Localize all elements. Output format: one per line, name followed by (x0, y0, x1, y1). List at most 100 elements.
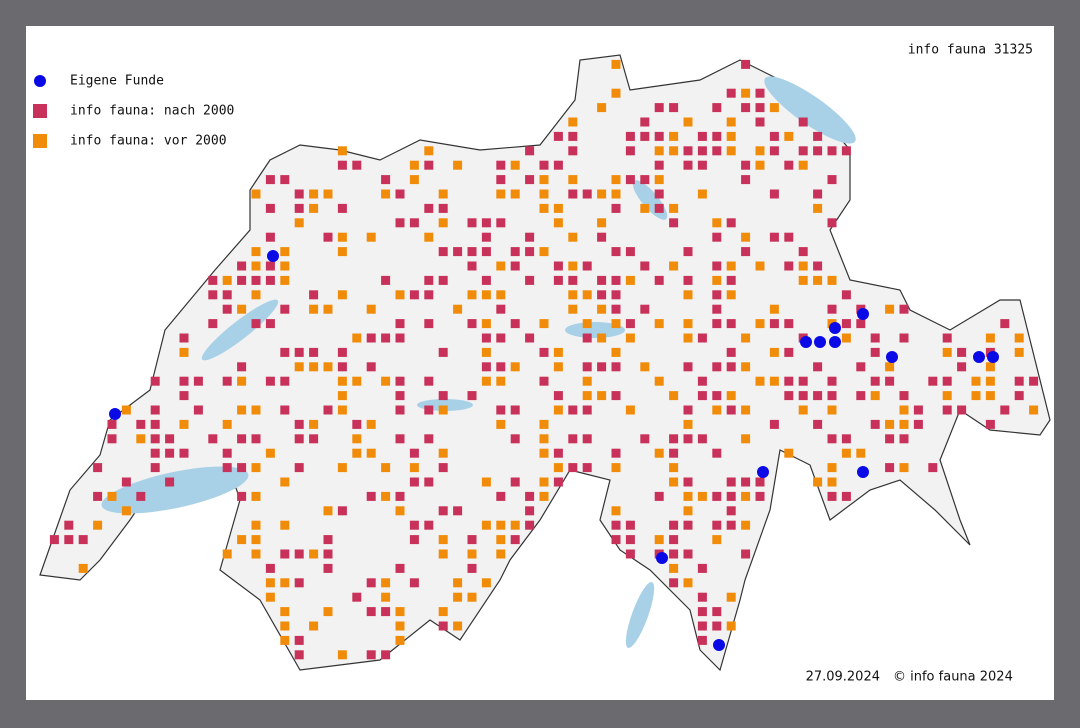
record-square (337, 650, 347, 660)
record-square (553, 203, 563, 213)
record-square (467, 563, 477, 573)
record-square (93, 491, 103, 501)
record-square (323, 535, 333, 545)
record-square (625, 535, 635, 545)
record-square (741, 549, 751, 559)
record-square (625, 131, 635, 141)
record-square (237, 376, 247, 386)
legend-label: info fauna: vor 2000 (70, 134, 227, 149)
record-square (769, 146, 779, 156)
record-square (741, 405, 751, 415)
record-square (611, 535, 621, 545)
record-square (510, 319, 520, 329)
record-square (784, 319, 794, 329)
record-square (827, 434, 837, 444)
record-square (165, 434, 175, 444)
record-square (539, 448, 549, 458)
record-square (726, 290, 736, 300)
record-square (1014, 391, 1024, 401)
record-square (150, 419, 160, 429)
record-square (496, 362, 506, 372)
record-square (323, 189, 333, 199)
record-square (553, 218, 563, 228)
record-square (481, 362, 491, 372)
record-square (525, 247, 535, 257)
record-square (496, 405, 506, 415)
record-square (899, 419, 909, 429)
record-square (669, 261, 679, 271)
record-square (669, 131, 679, 141)
record-square (885, 434, 895, 444)
record-square (366, 607, 376, 617)
record-square (294, 463, 304, 473)
record-square (942, 405, 952, 415)
record-square (179, 333, 189, 343)
record-square (510, 160, 520, 170)
record-square (726, 88, 736, 98)
record-square (798, 391, 808, 401)
record-square (496, 535, 506, 545)
record-square (553, 463, 563, 473)
record-square (481, 232, 491, 242)
record-square (438, 549, 448, 559)
record-square (769, 189, 779, 199)
own-record (857, 466, 869, 478)
record-square (453, 621, 463, 631)
record-square (467, 535, 477, 545)
record-square (784, 391, 794, 401)
record-square (841, 448, 851, 458)
record-square (438, 535, 448, 545)
record-square (683, 506, 693, 516)
own-record (713, 639, 725, 651)
record-square (539, 491, 549, 501)
record-square (64, 520, 74, 530)
record-square (582, 261, 592, 271)
record-square (870, 376, 880, 386)
record-square (467, 319, 477, 329)
record-square (1014, 376, 1024, 386)
record-square (150, 448, 160, 458)
record-square (712, 520, 722, 530)
record-square (237, 434, 247, 444)
record-square (568, 261, 578, 271)
record-square (726, 621, 736, 631)
record-square (553, 160, 563, 170)
record-square (813, 419, 823, 429)
record-square (654, 491, 664, 501)
record-square (726, 319, 736, 329)
record-square (539, 175, 549, 185)
record-square (741, 103, 751, 113)
record-square (841, 434, 851, 444)
record-square (121, 506, 131, 516)
record-square (669, 146, 679, 156)
record-square (611, 463, 621, 473)
record-square (525, 275, 535, 285)
record-square (409, 160, 419, 170)
record-square (712, 304, 722, 314)
own-record (814, 336, 826, 348)
record-square (467, 290, 477, 300)
legend-label: info fauna: nach 2000 (70, 104, 234, 119)
record-square (237, 362, 247, 372)
record-square (841, 319, 851, 329)
record-square (697, 491, 707, 501)
record-square (697, 189, 707, 199)
record-square (741, 434, 751, 444)
record-square (654, 146, 664, 156)
record-square (597, 362, 607, 372)
record-square (568, 290, 578, 300)
record-square (539, 376, 549, 386)
record-square (395, 405, 405, 415)
record-square (813, 362, 823, 372)
record-square (798, 405, 808, 415)
record-square (899, 434, 909, 444)
record-square (424, 434, 434, 444)
record-square (294, 189, 304, 199)
record-square (597, 103, 607, 113)
record-square (683, 247, 693, 257)
record-square (323, 506, 333, 516)
record-square (798, 146, 808, 156)
record-square (741, 491, 751, 501)
record-square (683, 578, 693, 588)
record-square (640, 131, 650, 141)
